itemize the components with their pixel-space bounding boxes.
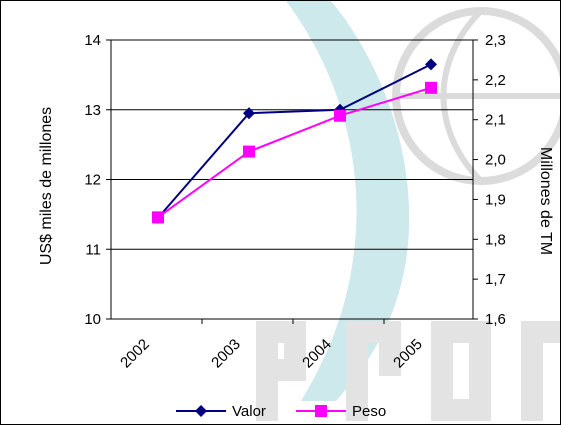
left-tick-label: 14 <box>84 32 101 49</box>
right-tick-label: 2,3 <box>485 32 506 49</box>
gridlines <box>111 39 473 320</box>
watermark-letters <box>256 321 560 421</box>
legend-marker-peso <box>315 405 327 417</box>
series-layer <box>152 58 437 224</box>
left-tick-label: 12 <box>84 172 101 189</box>
data-point-valor <box>243 107 255 120</box>
right-tick-label: 2,2 <box>485 72 506 89</box>
data-point-peso <box>243 145 255 158</box>
series-line-valor <box>157 63 432 219</box>
legend: Valor Peso <box>176 403 386 420</box>
right-axis-title: Millones de TM <box>537 147 554 255</box>
right-tick-label: 1,7 <box>485 271 506 288</box>
right-tick-label: 2,0 <box>485 152 506 169</box>
x-tick-label: 2002 <box>117 336 153 372</box>
right-tick-label: 1,8 <box>485 231 506 248</box>
x-tick-label: 2003 <box>208 336 244 372</box>
left-tick-label: 13 <box>84 102 101 119</box>
data-point-valor <box>425 58 437 71</box>
left-tick-label: 11 <box>85 241 101 258</box>
data-point-peso <box>425 81 437 94</box>
right-axis-ticks: 1,6 1,7 1,8 1,9 2,0 2,1 2,2 2,3 <box>473 32 506 328</box>
data-point-peso <box>334 109 346 122</box>
right-tick-label: 2,1 <box>485 112 506 129</box>
legend-label-peso: Peso <box>352 403 386 420</box>
watermark-logo <box>256 1 560 421</box>
series-line-peso <box>157 86 432 219</box>
left-axis-ticks: 10 11 12 13 14 <box>84 32 111 328</box>
data-point-peso <box>152 211 164 224</box>
legend-label-valor: Valor <box>232 403 266 420</box>
legend-marker-valor <box>195 405 207 417</box>
right-tick-label: 1,9 <box>485 191 506 208</box>
watermark-teal-arc <box>286 1 410 401</box>
right-tick-label: 1,6 <box>485 311 506 328</box>
left-tick-label: 10 <box>84 311 101 328</box>
left-axis-title: US$ miles de millones <box>38 107 55 265</box>
